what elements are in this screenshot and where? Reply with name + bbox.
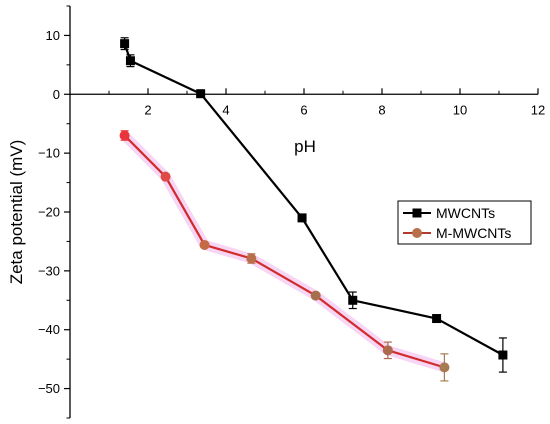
data-point xyxy=(246,253,257,264)
legend-label: M-MWCNTs xyxy=(436,225,511,241)
y-tick-label: 0 xyxy=(53,87,60,102)
axes: 10 0 −10 −20 −30 −40 −50 2 4 6 8 10 12 xyxy=(38,5,545,419)
series-m-mwcnts xyxy=(119,130,450,382)
y-axis-title: Zeta potential (mV) xyxy=(7,140,26,285)
legend-item: M-MWCNTs xyxy=(403,225,511,241)
data-point xyxy=(297,213,307,223)
x-tick-label: 6 xyxy=(300,102,307,117)
y-tick-label: −10 xyxy=(38,146,60,161)
series-line xyxy=(123,134,445,369)
legend-label: MWCNTs xyxy=(436,205,495,221)
legend-marker xyxy=(412,228,422,238)
legend-marker xyxy=(412,208,422,218)
data-point xyxy=(119,130,130,141)
series-layer xyxy=(119,37,508,382)
data-point xyxy=(382,345,393,356)
y-tick-label: −30 xyxy=(38,263,60,278)
series-glow xyxy=(119,130,450,373)
y-tick-label: −50 xyxy=(38,381,60,396)
x-tick-label: 2 xyxy=(144,102,151,117)
data-point xyxy=(310,290,321,301)
data-point xyxy=(348,295,358,305)
legend-item: MWCNTs xyxy=(403,205,495,221)
x-axis-title: pH xyxy=(294,137,316,156)
x-tick-label: 8 xyxy=(378,102,385,117)
y-tick-label: −40 xyxy=(38,322,60,337)
data-point xyxy=(498,350,508,360)
data-point xyxy=(432,314,442,324)
x-tick-label: 12 xyxy=(531,102,545,117)
y-tick-label: 10 xyxy=(46,28,60,43)
data-point xyxy=(196,89,206,99)
x-tick-label: 4 xyxy=(222,102,229,117)
data-point xyxy=(439,362,450,373)
x-tick-label: 10 xyxy=(453,102,467,117)
data-point xyxy=(199,239,210,250)
legend: MWCNTs M-MWCNTs xyxy=(397,200,532,245)
data-point xyxy=(160,171,171,182)
data-point xyxy=(125,56,135,66)
series-mwcnts xyxy=(120,37,508,373)
y-tick-label: −20 xyxy=(38,205,60,220)
data-point xyxy=(120,39,130,49)
